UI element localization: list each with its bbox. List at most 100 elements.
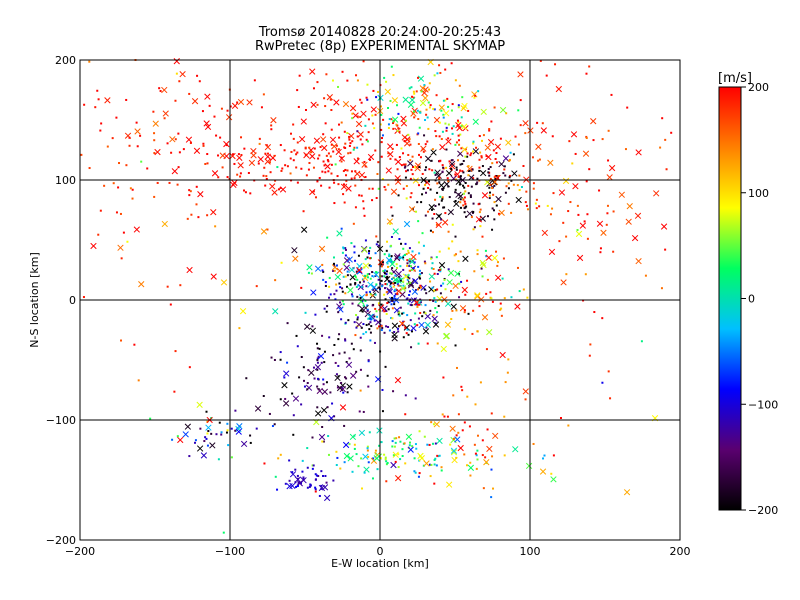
- data-point-x: [474, 293, 481, 300]
- data-point-dot: [409, 303, 412, 306]
- data-point-dot: [314, 473, 317, 476]
- data-point-x: [162, 110, 169, 117]
- data-point-dot: [499, 308, 502, 311]
- data-point-dot: [436, 342, 439, 345]
- data-point-dot: [407, 249, 410, 252]
- data-point-dot: [438, 121, 441, 124]
- data-point-dot: [289, 132, 292, 135]
- data-point-dot: [366, 374, 369, 377]
- data-point-dot: [599, 251, 602, 254]
- data-point-dot: [336, 456, 339, 459]
- data-point-dot: [457, 175, 460, 178]
- data-point-dot: [484, 456, 487, 459]
- data-point-dot: [391, 300, 394, 303]
- data-point-x: [309, 327, 317, 334]
- data-point-dot: [488, 129, 491, 132]
- data-point-dot: [403, 286, 406, 289]
- data-point-x: [348, 266, 356, 273]
- data-point-dot: [585, 72, 588, 75]
- data-point-dot: [322, 133, 325, 136]
- data-point-dot: [468, 425, 471, 428]
- data-point-dot: [438, 268, 441, 271]
- data-point-dot: [499, 137, 502, 140]
- data-point-dot: [367, 252, 370, 255]
- data-point-dot: [465, 205, 468, 208]
- data-point-dot: [355, 285, 358, 288]
- data-point-dot: [356, 146, 359, 149]
- data-point-x: [424, 313, 431, 320]
- data-point-dot: [435, 94, 438, 97]
- data-point-dot: [409, 143, 412, 146]
- data-point-x: [422, 94, 429, 102]
- data-point-dot: [405, 185, 408, 188]
- data-point-dot: [421, 232, 424, 235]
- data-point-dot: [348, 144, 351, 147]
- data-point-dot: [317, 355, 320, 358]
- data-point-x: [342, 100, 350, 108]
- data-point-dot: [291, 471, 294, 474]
- data-point-dot: [475, 146, 478, 149]
- data-point-dot: [407, 251, 410, 254]
- data-point-dot: [440, 284, 443, 287]
- data-point-x: [472, 118, 479, 125]
- data-point-dot: [296, 474, 299, 477]
- data-point-dot: [462, 159, 465, 162]
- data-point-dot: [461, 429, 464, 432]
- data-point-dot: [222, 531, 225, 534]
- data-point-dot: [343, 461, 346, 464]
- data-point-dot: [335, 264, 338, 267]
- data-point-dot: [403, 253, 406, 256]
- data-point-dot: [512, 183, 515, 186]
- data-point-dot: [338, 352, 341, 355]
- data-point-x: [384, 88, 391, 95]
- data-point-dot: [323, 361, 326, 364]
- data-point-dot: [413, 323, 416, 326]
- data-point-x: [441, 296, 448, 303]
- data-point-dot: [376, 240, 379, 243]
- data-point-dot: [292, 137, 295, 140]
- data-point-dot: [449, 443, 452, 446]
- data-point-dot: [458, 282, 461, 285]
- data-point-dot: [510, 179, 513, 182]
- data-point-dot: [451, 309, 454, 312]
- data-point-dot: [520, 186, 523, 189]
- data-point-x: [339, 404, 347, 411]
- data-point-dot: [373, 319, 376, 322]
- data-point-x: [535, 143, 542, 150]
- data-point-dot: [249, 192, 252, 195]
- data-point-dot: [462, 192, 465, 195]
- data-point-dot: [366, 449, 369, 452]
- data-point-x: [346, 383, 353, 390]
- data-point-dot: [410, 86, 413, 89]
- data-point-dot: [280, 169, 283, 172]
- data-point-dot: [385, 273, 388, 276]
- data-point-dot: [328, 285, 331, 288]
- data-point-dot: [437, 304, 440, 307]
- data-point-dot: [447, 230, 450, 233]
- data-point-x: [193, 147, 201, 154]
- data-point-dot: [188, 92, 191, 95]
- data-point-dot: [466, 279, 469, 282]
- data-point-dot: [441, 197, 444, 200]
- data-point-x: [505, 139, 512, 146]
- data-point-dot: [194, 439, 197, 442]
- data-point-dot: [551, 207, 554, 210]
- data-point-dot: [659, 146, 662, 149]
- data-point-x: [104, 97, 111, 104]
- data-point-dot: [431, 148, 434, 151]
- data-point-dot: [350, 293, 353, 296]
- data-point-dot: [517, 143, 520, 146]
- data-point-dot: [202, 144, 205, 147]
- data-point-dot: [438, 203, 441, 206]
- data-point-x: [303, 323, 311, 330]
- data-point-dot: [491, 228, 494, 231]
- data-point-dot: [495, 250, 498, 253]
- data-point-dot: [295, 153, 298, 156]
- data-point-dot: [371, 114, 374, 117]
- data-point-dot: [391, 267, 394, 270]
- data-point-dot: [481, 165, 484, 168]
- data-point-x: [618, 191, 625, 198]
- data-point-dot: [403, 140, 406, 143]
- data-point-dot: [454, 253, 457, 256]
- data-point-dot: [393, 290, 396, 293]
